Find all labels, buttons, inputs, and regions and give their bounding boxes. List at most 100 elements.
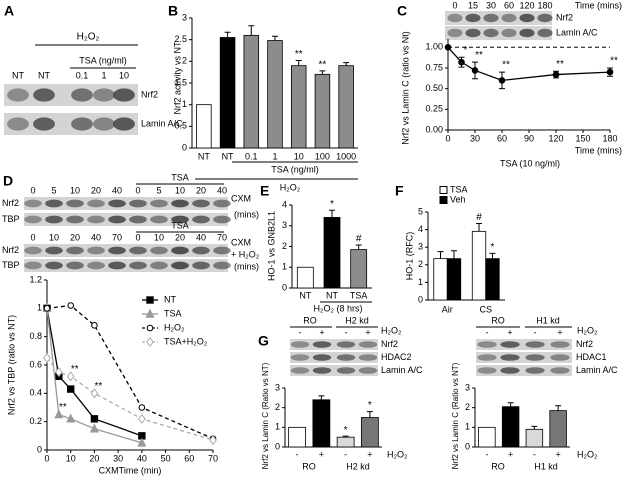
marker (91, 322, 98, 329)
annotation: ** (502, 60, 510, 71)
marker (458, 58, 465, 66)
y-tick-label: 0 (418, 294, 423, 304)
blot-band (129, 246, 147, 255)
panel-label: D (3, 173, 13, 189)
annotation: ** (295, 49, 303, 60)
lane-label: 0 (135, 185, 140, 195)
lane-label: 10 (175, 185, 185, 195)
x-tick-label: NT (222, 151, 234, 161)
x-tick-label: - (296, 449, 299, 459)
y-tick-label: 0 (465, 441, 470, 451)
label: RO (491, 461, 505, 471)
label: TSA (ng/ml) (271, 164, 319, 174)
blot-band (500, 354, 520, 361)
x-tick-label: - (344, 449, 347, 459)
label: H₂O₂ (577, 449, 598, 459)
blot-band (45, 199, 63, 208)
x-tick-label: 60 (184, 453, 194, 463)
y-tick-label: 0.00 (425, 124, 443, 134)
y-tick-label: 2 (182, 56, 187, 66)
marker (66, 413, 76, 423)
x-tick-label: 10 (66, 453, 76, 463)
blot-band (336, 367, 356, 374)
x-tick-label: 30 (113, 453, 123, 463)
blot-band (537, 28, 553, 38)
label: Nrf2 (556, 12, 573, 22)
lane-label: 5 (156, 185, 161, 195)
marker (471, 67, 479, 74)
label: H₂O₂ (280, 182, 301, 192)
marker (138, 404, 146, 411)
lane-label: 0 (30, 185, 35, 195)
row-label: Nrf2 (2, 245, 19, 255)
label: CXM (231, 237, 251, 247)
annotation: # (476, 212, 482, 223)
bar (243, 34, 260, 149)
blot-band (447, 28, 463, 38)
lane-label: 70 (112, 232, 122, 242)
y-tick-label: 3 (418, 242, 423, 252)
blot-band (7, 88, 29, 102)
x-tick-label: 1 (272, 151, 277, 161)
label: H₂O₂ (387, 449, 408, 459)
blot-band (312, 367, 332, 374)
lane-label: NT (12, 70, 24, 80)
x-tick-label: + (555, 449, 560, 459)
lane-label: 70 (217, 232, 227, 242)
x-tick-label: 120 (548, 133, 563, 143)
label: TSA (171, 220, 189, 230)
marker (606, 68, 614, 76)
lane-label: NT (38, 70, 50, 80)
blot-band (213, 246, 231, 255)
bar (446, 258, 462, 301)
bar (314, 73, 331, 149)
annotation: * (464, 45, 468, 56)
lane-label: 1 (101, 70, 106, 80)
bar (323, 217, 341, 289)
blot-band (192, 246, 210, 255)
row-label: Lamin A/C (576, 365, 618, 375)
blot-band (66, 199, 84, 208)
annotation: * (344, 425, 348, 436)
row-label: Nrf2 (141, 89, 158, 99)
blot-band (465, 28, 481, 38)
panel-label: F (395, 183, 404, 199)
label: Time (mins) (575, 0, 622, 10)
legend-label: TSA (164, 308, 182, 318)
blot-band (66, 215, 84, 224)
error-bar (295, 59, 302, 66)
marker (43, 352, 51, 363)
row-label: Nrf2 (576, 339, 593, 349)
x-tick-label: TSA (350, 290, 368, 300)
x-tick-label: 40 (137, 453, 147, 463)
y-tick-label: 2 (275, 402, 280, 412)
blot-band (171, 261, 189, 270)
y-tick-label: 0 (182, 142, 187, 152)
lane-label: + (365, 327, 370, 337)
y-tick-label: 0.8 (29, 331, 42, 341)
y-tick-label: 1.00 (425, 42, 443, 52)
bar (525, 428, 544, 448)
blot-band (108, 199, 126, 208)
label: HO-1 (RFC) (404, 232, 414, 281)
label: 15 (468, 0, 478, 10)
label: Lamin A/C (556, 27, 598, 37)
blot-band (336, 354, 356, 361)
error-bar (489, 252, 496, 259)
label: HO-1 vs GNB2L1 (266, 211, 276, 281)
marker (66, 371, 75, 382)
label: H₂O₂ (77, 32, 100, 43)
lane-label: 20 (196, 185, 206, 195)
lane-label: 0 (30, 232, 35, 242)
blot-band (7, 117, 29, 131)
blot-band (87, 261, 105, 270)
x-tick-label: 60 (497, 133, 507, 143)
lane-label: 20 (70, 232, 80, 242)
y-tick-label: 3 (182, 12, 187, 22)
error-bar (437, 251, 444, 259)
panel-label: A (4, 3, 14, 19)
x-tick-label: NT (299, 290, 311, 300)
blot-strip (290, 352, 378, 363)
lane-label: 40 (217, 185, 227, 195)
